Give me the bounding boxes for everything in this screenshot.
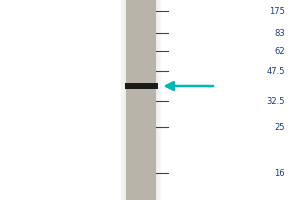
Bar [158,0,159,200]
Text: 16: 16 [274,168,285,178]
Bar [161,0,162,200]
Text: 62: 62 [274,46,285,55]
Bar [156,0,157,200]
Bar [119,0,120,200]
Bar [120,0,121,200]
Bar [122,0,123,200]
Text: 175: 175 [269,6,285,16]
Bar [160,0,161,200]
Bar [121,0,122,200]
Bar [157,0,158,200]
Text: 83: 83 [274,28,285,38]
Text: 47.5: 47.5 [266,66,285,75]
Bar [123,0,124,200]
Bar [124,83,158,89]
Text: 25: 25 [274,122,285,132]
Bar [162,0,163,200]
Bar [124,0,125,200]
Bar [159,0,160,200]
Bar [160,0,161,200]
Text: 32.5: 32.5 [266,97,285,106]
Bar [125,0,126,200]
Bar [126,0,156,200]
